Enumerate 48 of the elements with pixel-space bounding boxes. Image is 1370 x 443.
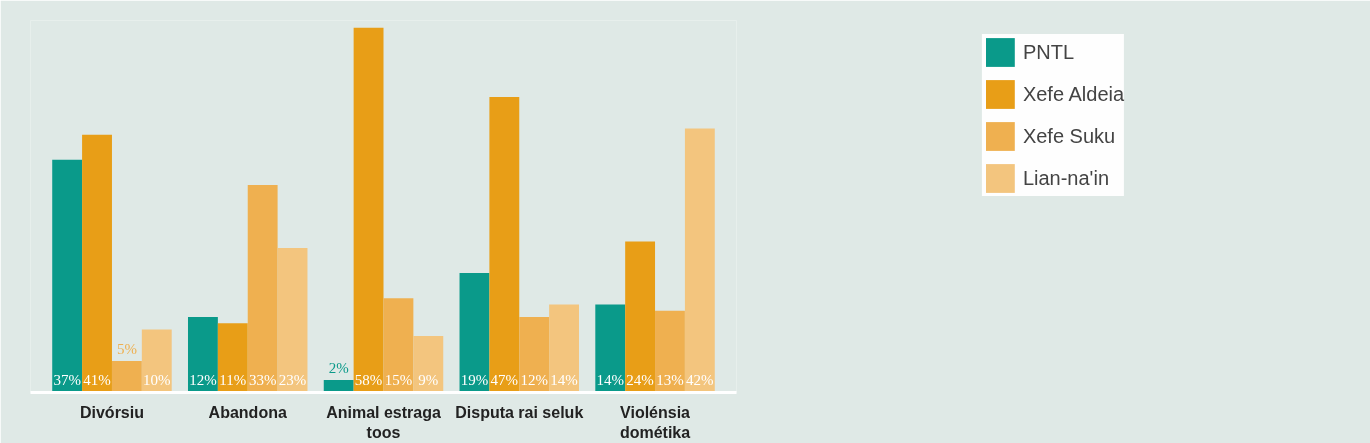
data-label: 14% [550,371,578,388]
legend-label: Xefe Suku [1022,124,1116,148]
bar [187,317,218,393]
bar [141,329,172,393]
data-label: 13% [656,371,684,388]
bar [459,273,490,393]
x-tick-label: Abandona [208,403,287,421]
data-label: 37% [53,371,81,388]
data-label: 33% [248,371,277,388]
data-label: 12% [189,371,217,388]
data-label: 9% [418,371,439,388]
bar [549,304,580,393]
x-tick-label: Disputa rai seluk [455,403,584,421]
data-label: 14% [596,371,624,388]
bar [519,317,550,393]
data-label: 5% [116,341,137,358]
bar [383,298,414,393]
bar [82,134,112,393]
data-label: 58% [354,371,383,388]
x-tick-label: Violénsia dométika [619,403,691,441]
data-label: 12% [520,371,548,388]
data-label: 2% [328,359,349,376]
data-label: 42% [686,371,714,388]
bar [489,96,520,393]
bar [217,323,248,393]
bar [625,241,656,393]
bar [413,335,444,393]
data-label: 47% [490,371,519,388]
data-label: 19% [460,371,489,388]
bar [655,310,685,393]
bar [277,247,308,393]
bar [247,184,278,393]
x-tick-label: Divórsiu [79,403,144,421]
x-tick-label: Animal estraga toos [326,403,441,441]
bar [111,361,142,393]
bar [684,128,715,393]
data-label: 41% [83,371,111,388]
legend-label: Lian-na'in [1022,166,1110,190]
data-label: 15% [384,371,413,388]
data-label: 11% [219,371,247,388]
data-label: 23% [278,371,307,388]
data-label: 24% [626,371,654,388]
bar [52,159,83,393]
data-label: 10% [143,371,171,388]
bar [353,27,384,393]
bar [595,304,626,393]
legend-label: PNTL [1022,40,1075,64]
legend-label: Xefe Aldeia [1022,82,1125,106]
